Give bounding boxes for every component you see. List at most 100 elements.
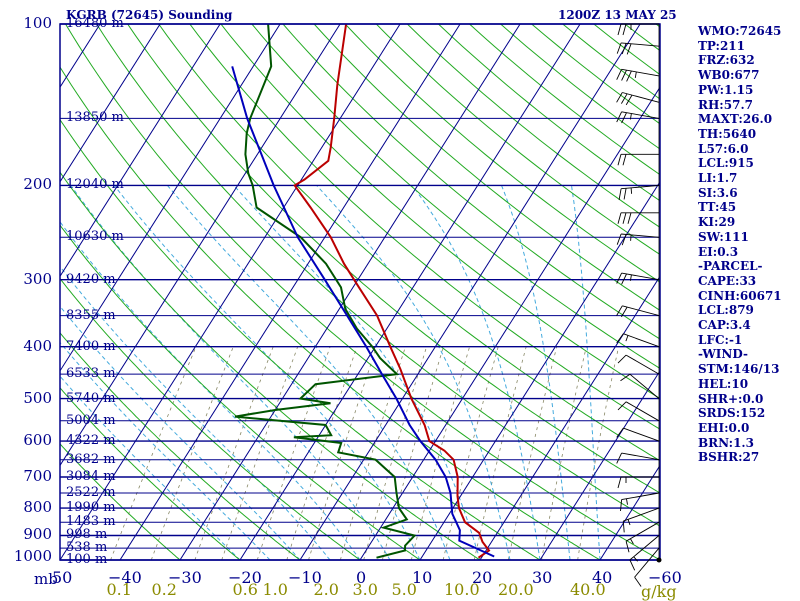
pressure-tick-label: 700 — [2, 469, 52, 484]
wind-barb-feather — [627, 71, 632, 81]
index-value: MAXT:26.0 — [698, 112, 798, 127]
mixing-ratio-label: 0.6 — [233, 582, 258, 598]
pressure-tick-label: 400 — [2, 339, 52, 354]
pressure-tick-label: 1000 — [2, 549, 52, 564]
height-label: 4322 m — [66, 434, 116, 447]
wind-barb-feather — [618, 402, 626, 410]
wind-barb-feather — [617, 453, 622, 463]
pressure-unit: mb — [34, 570, 58, 588]
index-value: TT:45 — [698, 200, 798, 215]
wind-barb — [626, 522, 659, 541]
wind-barb-feather — [618, 477, 621, 488]
index-value: EI:0.3 — [698, 245, 798, 260]
height-label: 10630 m — [66, 230, 124, 243]
mixing-ratio-label: 2.0 — [314, 582, 339, 598]
wind-barb-feather — [618, 355, 626, 363]
height-label: 2522 m — [66, 486, 116, 499]
mixing-ratio-label: 40.0 — [570, 582, 606, 598]
index-value: CAP:3.4 — [698, 318, 798, 333]
mixing-ratio-line — [340, 347, 405, 560]
wind-barb — [622, 493, 659, 500]
moist-adiabat — [114, 185, 420, 560]
pressure-tick-label: 300 — [2, 272, 52, 287]
wind-barb-feather — [619, 189, 621, 200]
height-label: 3682 m — [66, 453, 116, 466]
index-value: -WIND- — [698, 347, 798, 362]
wind-barb — [623, 428, 659, 441]
plot-frame — [60, 24, 660, 560]
wind-barb-feather — [623, 24, 626, 35]
wind-barb-feather — [618, 24, 621, 35]
pressure-tick-label: 500 — [2, 391, 52, 406]
index-value: TP:211 — [698, 39, 798, 54]
index-value: STM:146/13 — [698, 362, 798, 377]
mixing-ratio-line — [257, 347, 330, 560]
wind-barb-half-feather — [635, 72, 636, 78]
height-label: 1990 m — [66, 501, 116, 514]
wind-barb-feather — [621, 500, 622, 511]
pressure-tick-label: 200 — [2, 177, 52, 192]
index-value: SHR+:0.0 — [698, 392, 798, 407]
height-label: 7400 m — [66, 340, 116, 353]
dry-adiabat — [0, 24, 420, 560]
index-value: EHI:0.0 — [698, 421, 798, 436]
wind-barb-half-feather — [631, 188, 632, 194]
wind-barb-feather — [617, 334, 624, 343]
index-value: -PARCEL- — [698, 259, 798, 274]
wind-barb-feather — [621, 374, 630, 381]
mixing-ratio-label: 20.0 — [498, 582, 534, 598]
index-value: RH:57.7 — [698, 98, 798, 113]
index-value: WB0:677 — [698, 68, 798, 83]
height-label: 9420 m — [66, 273, 116, 286]
wind-barb-feather — [623, 154, 626, 165]
isotherms — [0, 24, 800, 560]
wind-barb-feather — [622, 113, 627, 123]
pressure-tick-label: 800 — [2, 500, 52, 515]
dry-adiabat — [0, 24, 360, 560]
index-value: LCL:915 — [698, 156, 798, 171]
pressure-tick-label: 900 — [2, 527, 52, 542]
index-value: SW:111 — [698, 230, 798, 245]
wind-barb-feather — [618, 154, 621, 165]
wind-barb-feather — [628, 213, 631, 224]
index-value: LCL:879 — [698, 303, 798, 318]
wind-barb-feather — [618, 213, 621, 224]
mixing-ratio-line — [382, 347, 443, 560]
index-value: HEL:10 — [698, 377, 798, 392]
height-label: 12040 m — [66, 178, 124, 191]
calm-wind-marker — [657, 558, 662, 563]
wind-barb-feather — [624, 188, 626, 199]
height-label: 6533 m — [66, 367, 116, 380]
wind-barb-half-feather — [627, 499, 628, 505]
index-value: LFC:-1 — [698, 333, 798, 348]
moist-adiabat — [317, 185, 510, 560]
mixing-ratio-line — [151, 347, 233, 560]
mixing-ratio-label: 10.0 — [444, 582, 480, 598]
index-value: TH:5640 — [698, 127, 798, 142]
index-value: L57:6.0 — [698, 142, 798, 157]
mixing-ratio-line — [195, 347, 273, 560]
mixing-ratio-line — [578, 347, 619, 560]
wind-barb-feather — [630, 560, 635, 570]
moist-adiabat — [167, 185, 450, 560]
index-value: LI:1.7 — [698, 171, 798, 186]
wind-barb — [622, 273, 659, 280]
isotherm-line — [180, 24, 520, 560]
mixing-ratio-label: 3.0 — [353, 582, 378, 598]
index-value: BRN:1.3 — [698, 436, 798, 451]
pressure-tick-label: 600 — [2, 433, 52, 448]
index-value: PW:1.15 — [698, 83, 798, 98]
index-value: CAPE:33 — [698, 274, 798, 289]
isobars — [60, 24, 660, 560]
wind-barb-feather — [623, 213, 626, 224]
index-value: FRZ:632 — [698, 53, 798, 68]
height-label: 5740 m — [66, 392, 116, 405]
index-value: CINH:60671 — [698, 289, 798, 304]
height-label: 1483 m — [66, 515, 116, 528]
height-label: 8355 m — [66, 309, 116, 322]
dry-adiabat — [128, 24, 780, 560]
temperature-tick-label: 30 — [532, 570, 552, 586]
sounding-time: 1200Z 13 MAY 25 — [558, 8, 677, 22]
